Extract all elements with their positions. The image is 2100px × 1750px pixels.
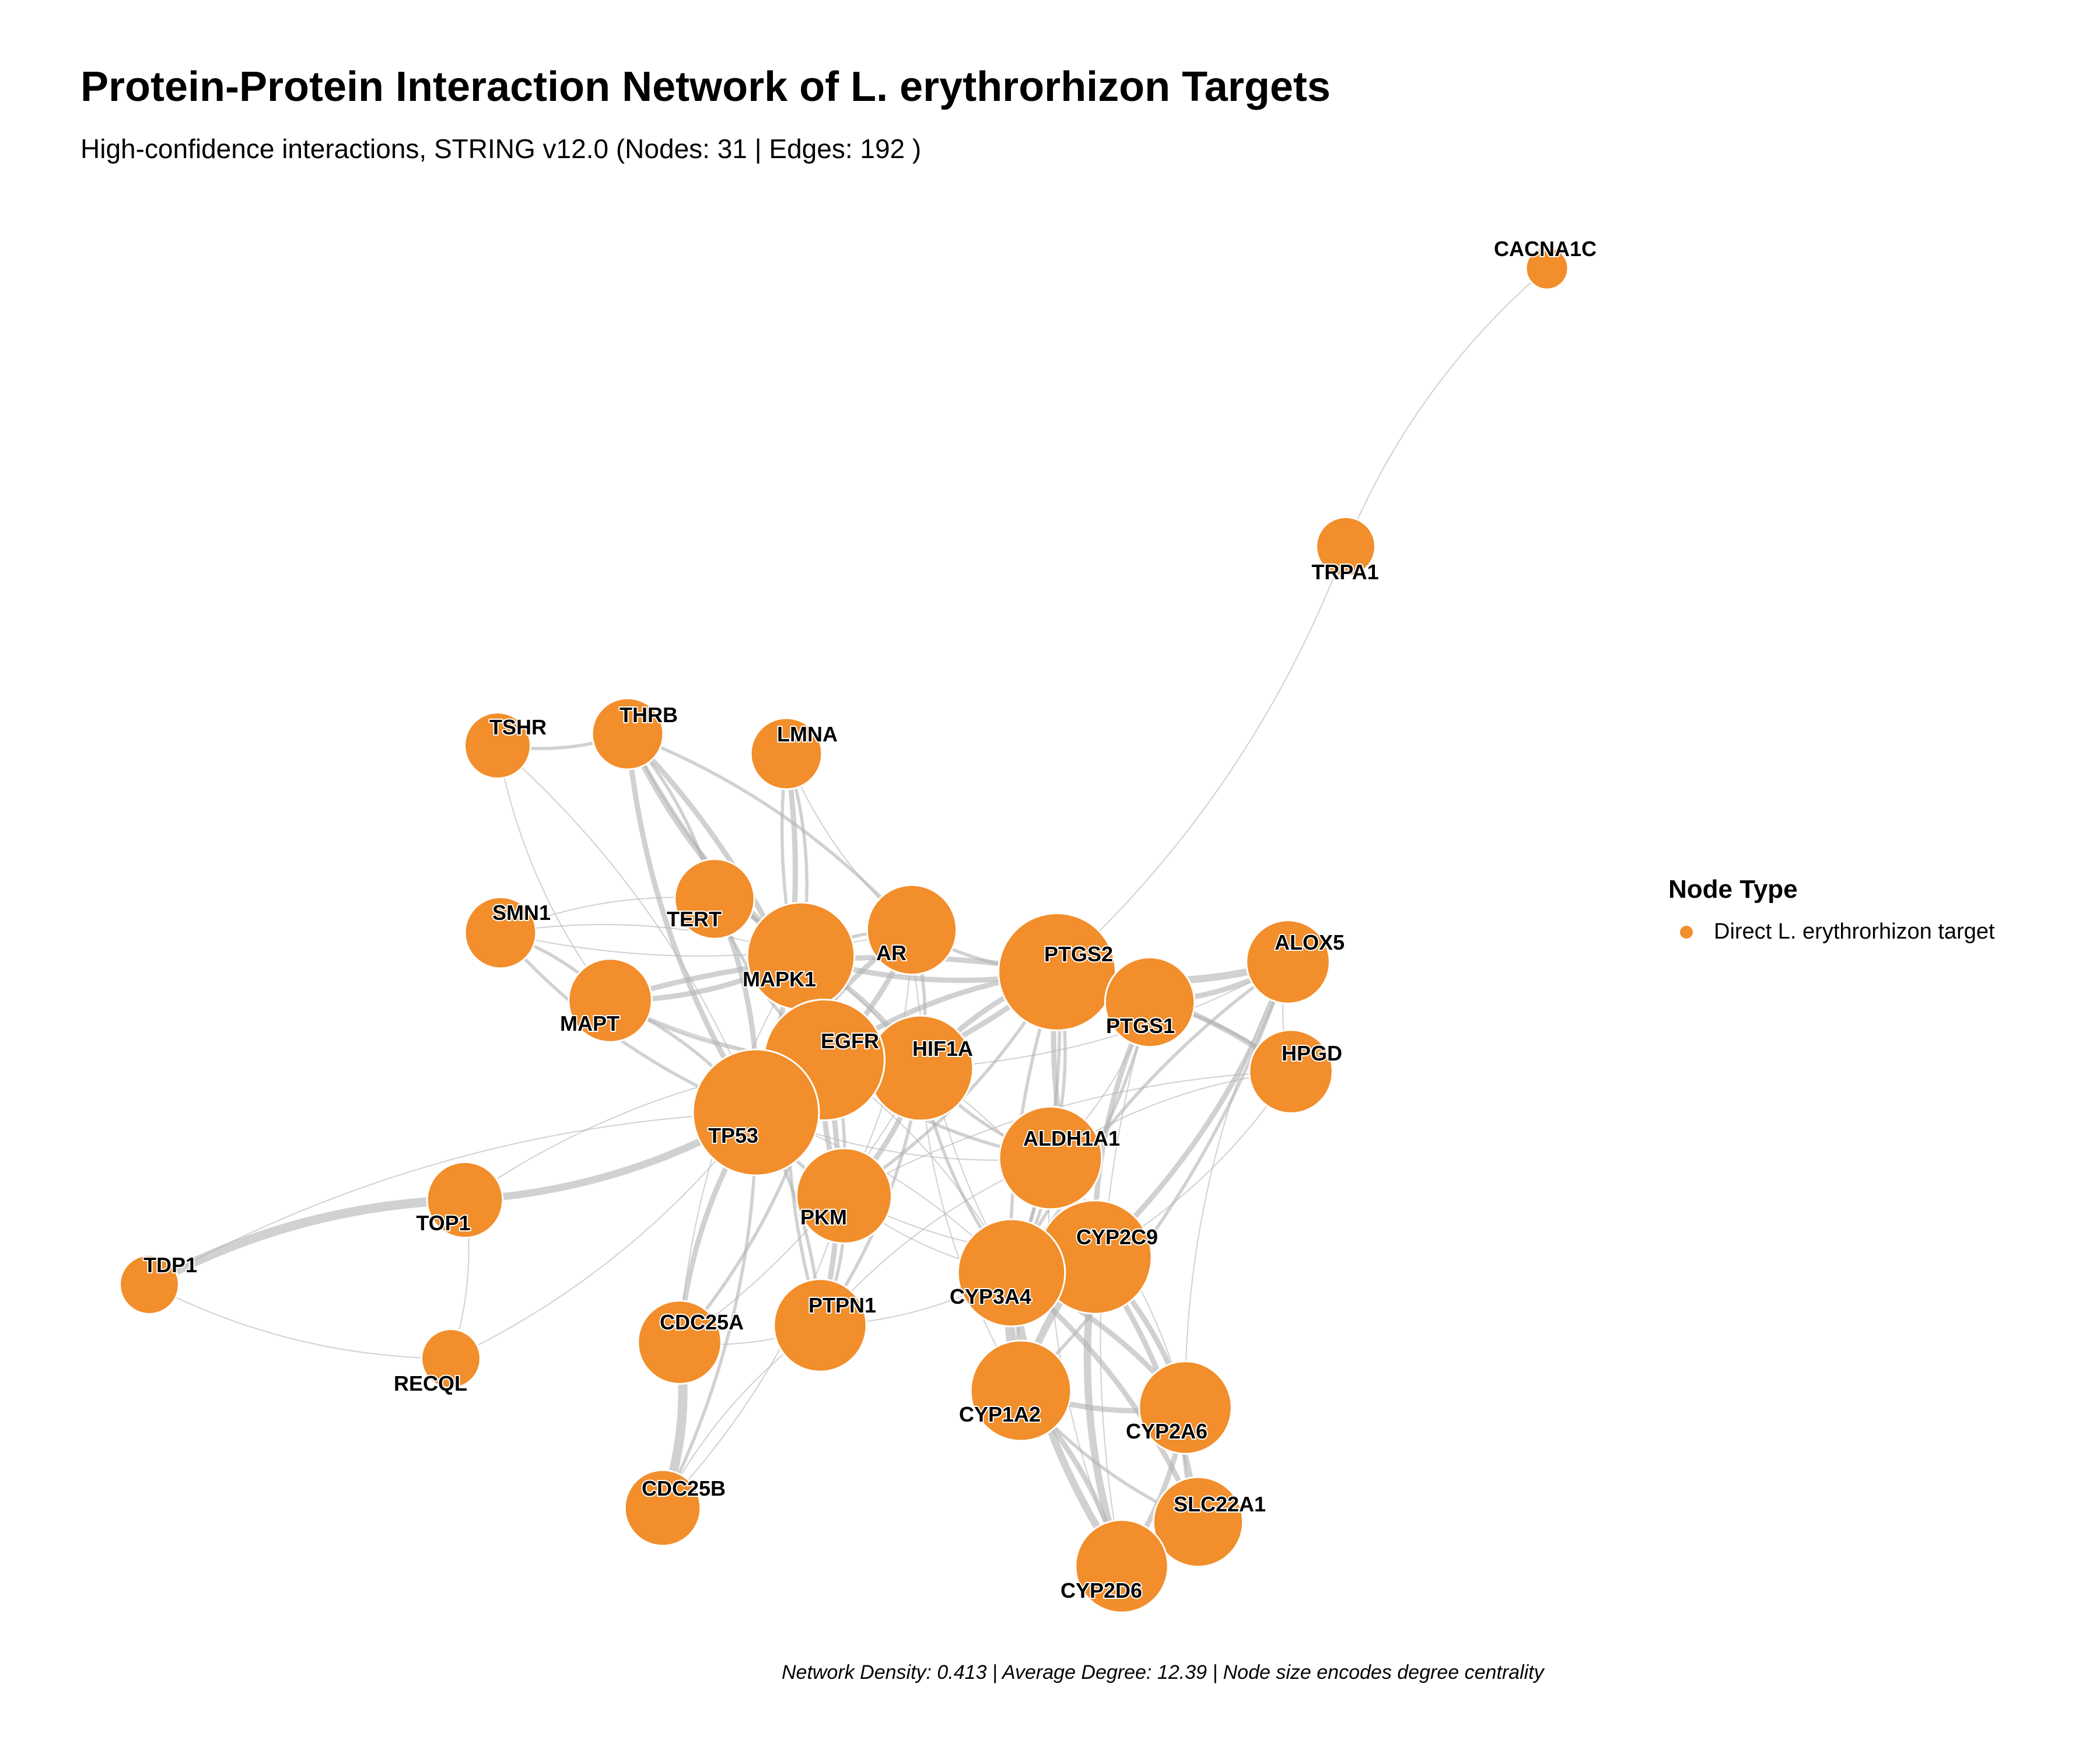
node-label-CYP2A6: CYP2A6 [1126, 1419, 1208, 1443]
edge-TSHR-TP53 [497, 745, 757, 1113]
node-label-SLC22A1: SLC22A1 [1174, 1492, 1266, 1516]
chart-subtitle: High-confidence interactions, STRING v12… [80, 134, 922, 164]
node-label-LMNA: LMNA [777, 722, 838, 746]
node-label-CYP2C9: CYP2C9 [1076, 1225, 1158, 1249]
node-label-CYP3A4: CYP3A4 [950, 1284, 1031, 1308]
node-label-CDC25B: CDC25B [642, 1476, 726, 1500]
node-label-PKM: PKM [800, 1205, 847, 1229]
node-label-SMN1: SMN1 [492, 901, 551, 925]
node-label-TERT: TERT [667, 907, 722, 931]
legend-swatch [1680, 925, 1693, 939]
node-label-THRB: THRB [620, 703, 678, 727]
node-label-HPGD: HPGD [1282, 1041, 1342, 1065]
node-CYP2A6[interactable] [1138, 1360, 1233, 1455]
node-label-PTPN1: PTPN1 [808, 1293, 876, 1317]
node-label-MAPT: MAPT [560, 1012, 620, 1035]
node-label-TSHR: TSHR [489, 715, 547, 739]
node-label-MAPK1: MAPK1 [743, 967, 816, 991]
node-TRPA1[interactable] [1315, 516, 1376, 577]
node-TSHR[interactable] [464, 712, 531, 779]
legend-title: Node Type [1668, 875, 1798, 904]
legend-item: Direct L. erythrorhizon target [1668, 919, 1995, 944]
nodes-layer [119, 246, 1569, 1614]
node-label-TRPA1: TRPA1 [1311, 560, 1378, 584]
node-label-CDC25A: CDC25A [660, 1310, 744, 1334]
edge-ALOX5-CYP3A4 [1010, 960, 1290, 1275]
node-label-CYP2D6: CYP2D6 [1060, 1578, 1142, 1602]
node-label-CACNA1C: CACNA1C [1494, 237, 1597, 261]
legend: Node Type Direct L. erythrorhizon target [1668, 875, 1995, 944]
node-label-HIF1A: HIF1A [912, 1037, 973, 1060]
node-RECQL[interactable] [421, 1328, 481, 1389]
chart-caption: Network Density: 0.413 | Average Degree:… [782, 1661, 1544, 1684]
legend-item-label: Direct L. erythrorhizon target [1714, 919, 1995, 944]
edge-CACNA1C-TRPA1 [1345, 268, 1548, 547]
node-label-CYP1A2: CYP1A2 [959, 1402, 1041, 1426]
node-ALOX5[interactable] [1245, 919, 1331, 1005]
node-CDC25A[interactable] [637, 1300, 722, 1385]
node-PKM[interactable] [796, 1147, 892, 1244]
node-label-PTGS2: PTGS2 [1044, 942, 1113, 966]
node-THRB[interactable] [591, 697, 664, 771]
node-TERT[interactable] [674, 858, 755, 940]
node-TOP1[interactable] [426, 1161, 504, 1239]
node-MAPK1[interactable] [746, 901, 856, 1011]
node-CYP1A2[interactable] [970, 1339, 1072, 1442]
node-PTPN1[interactable] [773, 1278, 867, 1373]
node-label-TP53: TP53 [708, 1124, 758, 1147]
edge-TOP1-TDP1 [145, 1195, 470, 1289]
edge-ALOX5-CYP1A2 [1019, 960, 1290, 1392]
node-ALDH1A1[interactable] [998, 1105, 1103, 1210]
node-label-RECQL: RECQL [394, 1371, 467, 1395]
node-label-TOP1: TOP1 [416, 1211, 470, 1235]
node-label-EGFR: EGFR [821, 1029, 879, 1053]
node-TP53[interactable] [692, 1048, 820, 1177]
edge-ALOX5-HIF1A [920, 961, 1289, 1069]
edges-layer [145, 268, 1548, 1570]
labels-layer: CACNA1C TRPA1 TSHR THRB LMNA TERT AR SMN1 MAPK1 P… [142, 236, 1598, 1604]
node-TDP1[interactable] [119, 1254, 180, 1315]
node-CACNA1C[interactable] [1525, 246, 1569, 290]
node-SMN1[interactable] [464, 896, 537, 970]
edge-TRPA1-PTGS2 [1056, 546, 1346, 972]
node-PTGS2[interactable] [998, 912, 1116, 1031]
node-label-ALDH1A1: ALDH1A1 [1023, 1126, 1120, 1150]
node-LMNA[interactable] [750, 717, 823, 790]
node-MAPT[interactable] [568, 958, 653, 1043]
node-label-AR: AR [876, 941, 907, 965]
node-CDC25B[interactable] [624, 1469, 702, 1547]
edge-PKM-CDC25B [662, 1195, 845, 1508]
node-AR[interactable] [866, 884, 958, 976]
node-PTGS1[interactable] [1104, 956, 1196, 1048]
node-CYP3A4[interactable] [957, 1218, 1066, 1328]
chart-title: Protein-Protein Interaction Network of L… [80, 64, 1331, 110]
edge-TDP1-RECQL [149, 1284, 452, 1359]
node-SLC22A1[interactable] [1152, 1476, 1244, 1568]
node-label-TDP1: TDP1 [144, 1253, 197, 1277]
node-label-ALOX5: ALOX5 [1275, 930, 1345, 954]
edge-ALOX5-CYP2A6 [1184, 961, 1289, 1408]
node-label-PTGS1: PTGS1 [1106, 1014, 1175, 1038]
node-CYP2D6[interactable] [1074, 1519, 1169, 1614]
node-HPGD[interactable] [1248, 1029, 1334, 1114]
